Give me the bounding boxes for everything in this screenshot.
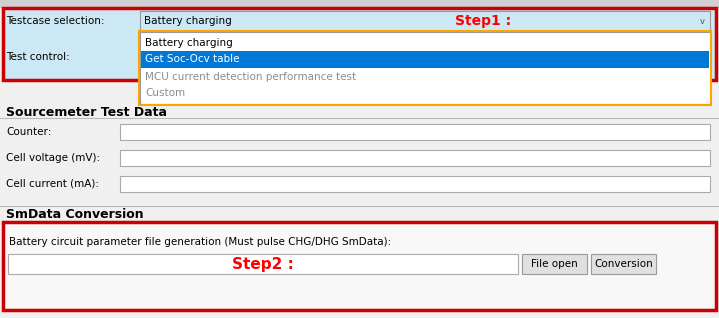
Text: Step1 :: Step1 : bbox=[455, 14, 511, 28]
Text: Battery charging: Battery charging bbox=[144, 16, 232, 26]
Bar bbox=[120, 176, 710, 192]
Text: Testcase selection:: Testcase selection: bbox=[6, 16, 104, 26]
Text: SmData Conversion: SmData Conversion bbox=[6, 208, 144, 221]
Text: Test control:: Test control: bbox=[6, 52, 70, 63]
Text: Get Soc-Ocv table: Get Soc-Ocv table bbox=[145, 54, 239, 65]
Text: Cell voltage (mV):: Cell voltage (mV): bbox=[6, 153, 100, 163]
Bar bbox=[0, 0, 719, 8]
Text: Step2 :: Step2 : bbox=[232, 257, 294, 272]
Text: Cell current (mA):: Cell current (mA): bbox=[6, 179, 99, 189]
Text: MCU current detection performance test: MCU current detection performance test bbox=[145, 72, 356, 81]
Text: Counter:: Counter: bbox=[6, 127, 51, 137]
Bar bbox=[140, 32, 710, 104]
Text: Battery charging: Battery charging bbox=[145, 38, 233, 47]
Bar bbox=[8, 254, 518, 274]
Bar bbox=[3, 222, 716, 310]
Text: File open: File open bbox=[531, 259, 578, 269]
Bar bbox=[139, 31, 711, 105]
Bar bbox=[3, 8, 716, 80]
Bar bbox=[120, 150, 710, 166]
Bar bbox=[522, 254, 587, 274]
Text: Custom: Custom bbox=[145, 88, 185, 99]
Bar bbox=[591, 254, 656, 274]
Text: Sourcemeter Test Data: Sourcemeter Test Data bbox=[6, 106, 167, 119]
Bar bbox=[120, 124, 710, 140]
Bar bbox=[141, 51, 709, 68]
Text: v: v bbox=[700, 17, 705, 25]
Bar bbox=[140, 11, 710, 31]
Text: Conversion: Conversion bbox=[594, 259, 653, 269]
Text: Battery circuit parameter file generation (Must pulse CHG/DHG SmData):: Battery circuit parameter file generatio… bbox=[9, 237, 391, 247]
